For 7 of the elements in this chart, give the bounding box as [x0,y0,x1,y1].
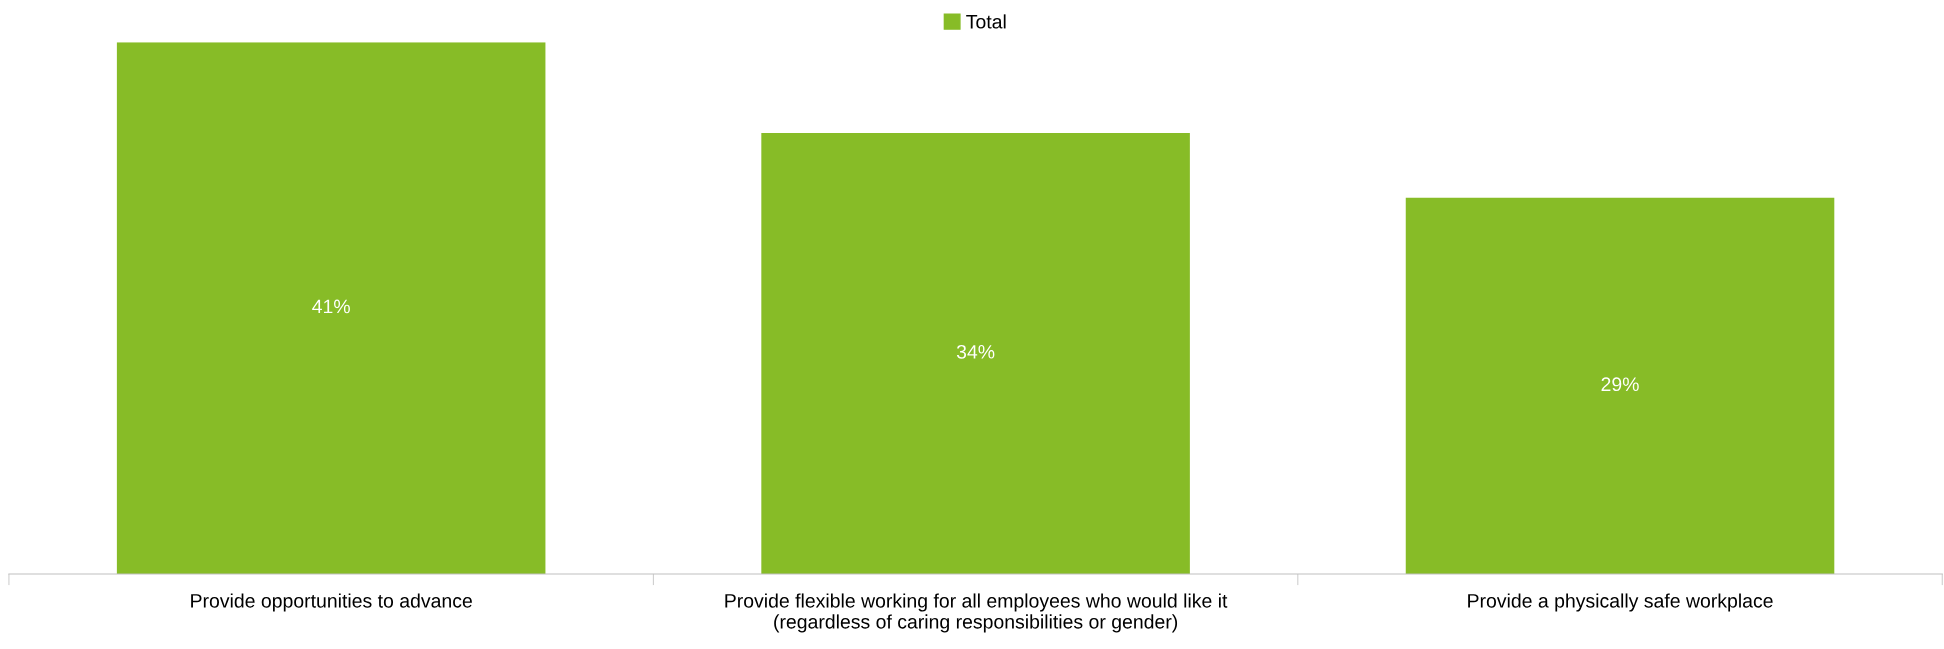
data-label: 29% [1601,377,1639,392]
x-tick-label: Provide flexible working for all employees who would like it (regardless of caring responsibilities or gender) [725,593,1228,633]
x-tick-label: Provide a physically safe workplace [1468,593,1773,612]
x-tick-label: Provide opportunities to advance [191,593,472,612]
data-label: 34% [956,344,995,359]
data-label: 41% [312,299,350,314]
legend-label: Total [966,14,1006,29]
